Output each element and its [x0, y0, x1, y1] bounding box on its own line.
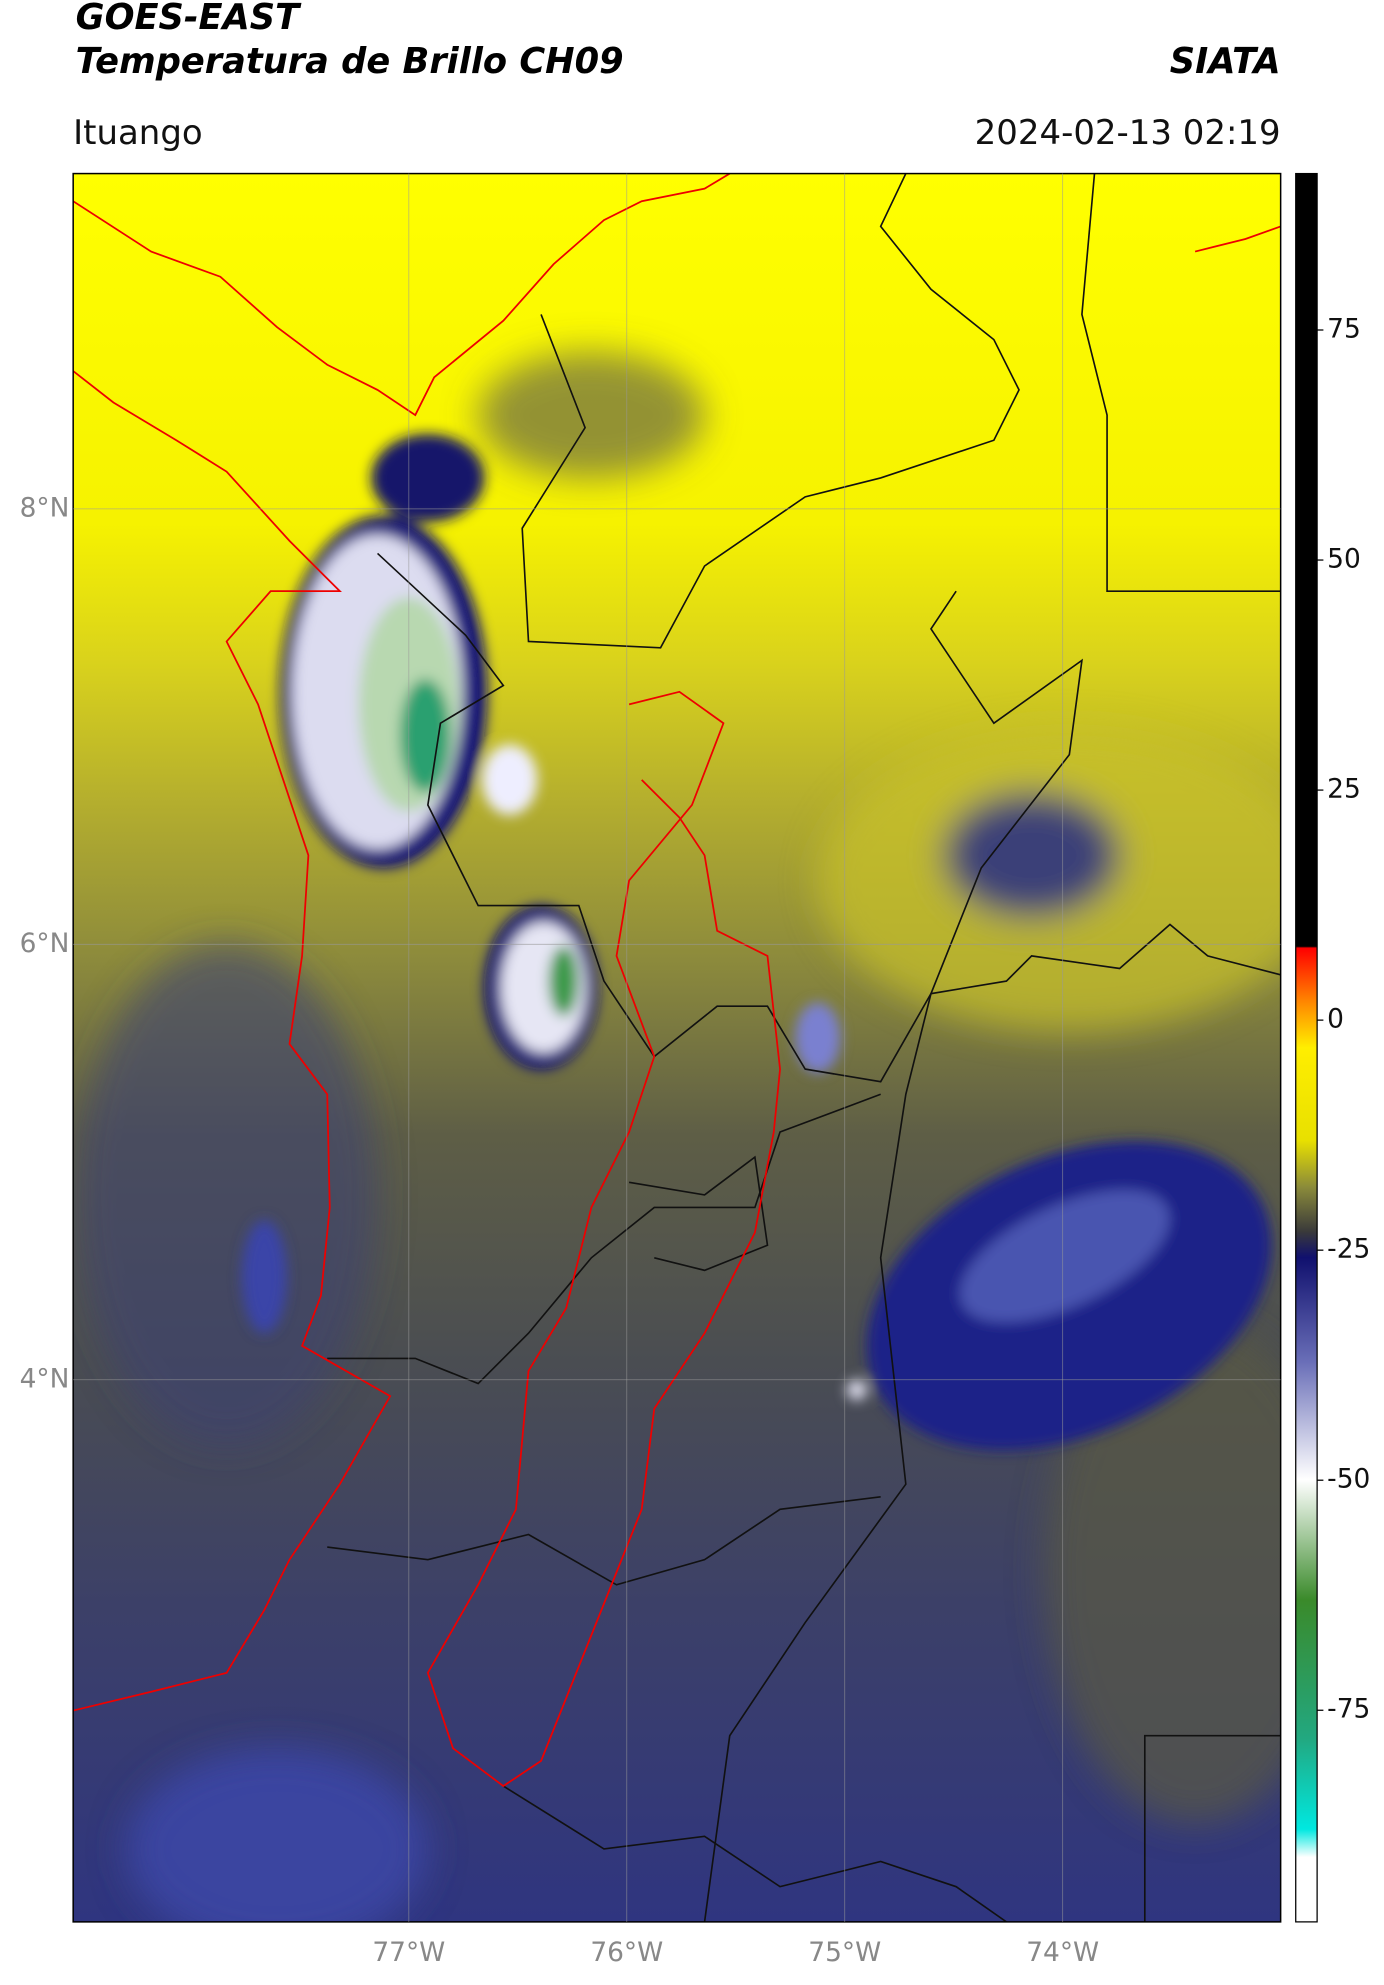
colorbar-tick-label: -25 [1327, 1234, 1370, 1265]
colorbar-tick-label: 0 [1327, 1004, 1344, 1035]
map-image [73, 173, 1281, 1922]
title: GOES-EAST [76, 0, 302, 38]
y-tick-label: 6°N [20, 928, 70, 959]
y-tick-label: 4°N [20, 1363, 70, 1394]
source: SIATA [1170, 41, 1281, 82]
subtitle: Temperatura de Brillo CH09 [76, 41, 624, 82]
map-frame [72, 172, 1282, 1923]
colorbar-tick-label: 25 [1327, 774, 1361, 805]
colorbar-tick-label: 75 [1327, 314, 1361, 345]
x-tick-label: 77°W [372, 1937, 445, 1968]
colorbar-tick-label: -50 [1327, 1464, 1370, 1495]
x-tick-label: 74°W [1026, 1937, 1099, 1968]
colorbar [1295, 172, 1318, 1923]
location: Ituango [73, 113, 203, 153]
colorbar-tick-label: -75 [1327, 1694, 1370, 1725]
y-tick-label: 8°N [20, 492, 70, 523]
x-tick-label: 76°W [590, 1937, 663, 1968]
colorbar-tick-label: 50 [1327, 544, 1361, 575]
datetime: 2024-02-13 02:19 [975, 113, 1281, 153]
x-tick-label: 75°W [808, 1937, 881, 1968]
